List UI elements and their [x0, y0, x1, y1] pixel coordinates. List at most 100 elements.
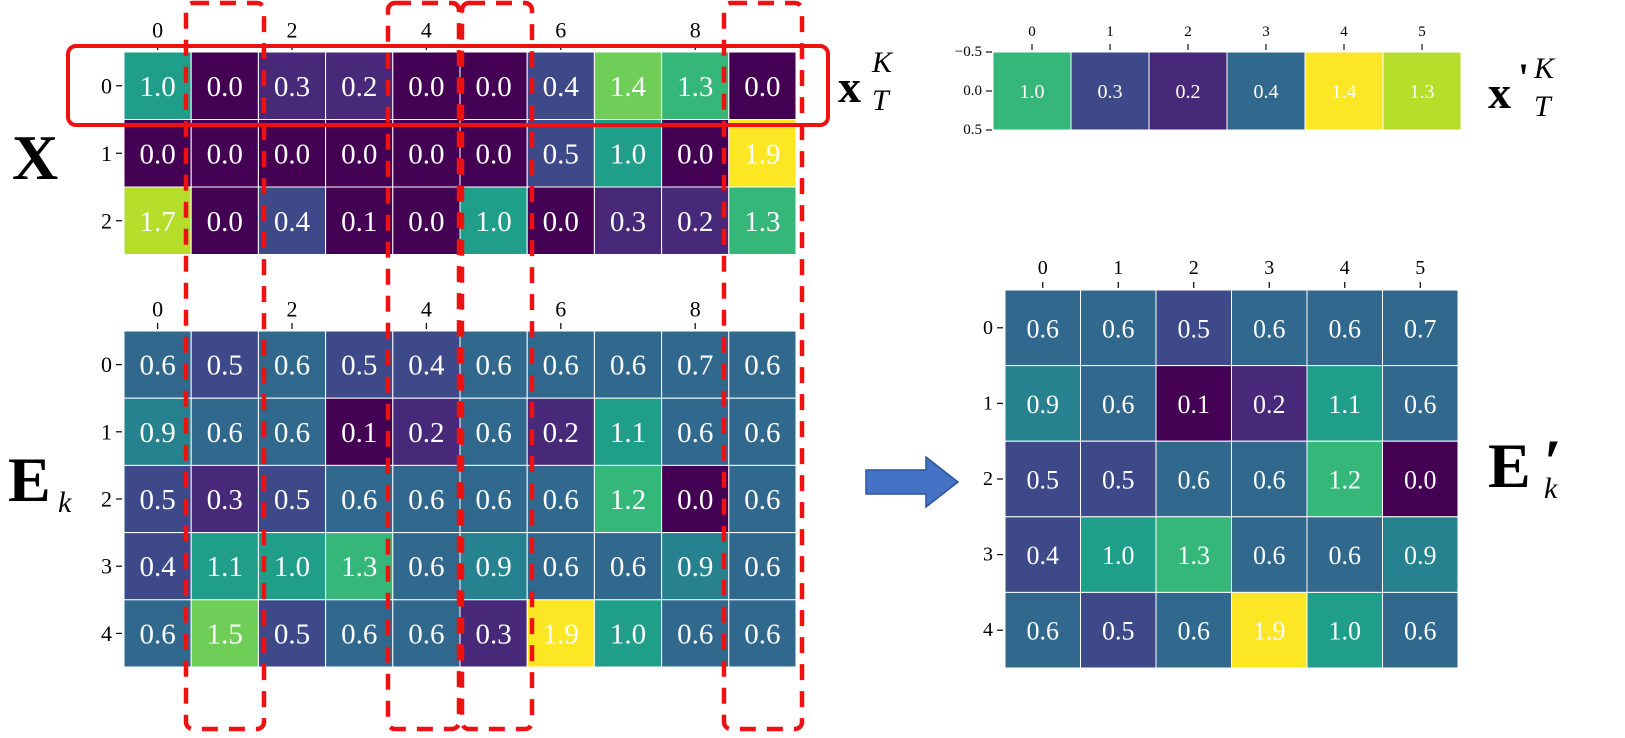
x-matrix-cell-value: 0.4	[543, 71, 580, 103]
e-prime-col-tick-label: 1	[1113, 257, 1123, 279]
e-prime-cell	[1306, 591, 1383, 669]
e-prime-cell	[1155, 516, 1232, 593]
x-matrix-cell-value: 0.0	[408, 206, 444, 238]
e-matrix-cell-value: 0.6	[543, 551, 579, 583]
x-matrix-row-tick-label: 2	[101, 208, 112, 233]
x-matrix-cell-value: 1.7	[139, 206, 175, 238]
x-matrix-cell-value: 1.0	[475, 206, 511, 238]
x-prime-cell	[1382, 51, 1462, 131]
e-matrix-cell	[392, 599, 461, 668]
e-prime-cell-value: 0.6	[1178, 466, 1211, 495]
e-matrix-cell	[392, 464, 461, 534]
e-matrix-cell-value: 0.6	[139, 618, 175, 650]
e-prime-cell-value: 0.6	[1329, 541, 1362, 570]
e-prime-cell-value: 0.0	[1404, 466, 1437, 495]
e-matrix-cell-value: 0.6	[408, 551, 444, 583]
x-prime-col-tick-label: 0	[1028, 24, 1036, 40]
e-prime-cell-value: 1.3	[1178, 541, 1211, 570]
x-prime-cell-value: 1.3	[1410, 81, 1435, 103]
e-matrix-cell-value: 0.6	[274, 417, 310, 449]
e-matrix-cell-value: 0.3	[207, 484, 243, 516]
x-matrix-cell	[257, 51, 327, 120]
e-prime-cell-value: 0.6	[1253, 314, 1286, 343]
e-prime-cell	[1231, 440, 1308, 518]
e-matrix-cell	[661, 599, 730, 668]
x-prime-row-tick-label: 0.5	[963, 122, 982, 138]
x-matrix-cell	[459, 119, 528, 188]
x-prime-cell-value: 0.2	[1176, 81, 1201, 103]
x-prime-row-tick-label: −0.5	[955, 44, 982, 60]
e-matrix-cell	[526, 464, 595, 534]
x-matrix-cell-value: 1.0	[610, 138, 646, 170]
x-prime-col-tick-label: 3	[1262, 24, 1270, 40]
e-matrix-cell	[728, 532, 797, 601]
e-prime-cell	[1382, 289, 1459, 367]
e-matrix-cell	[123, 599, 192, 668]
e-matrix-cell	[526, 599, 595, 668]
e-matrix-cell	[593, 397, 663, 466]
selected-row-highlight	[66, 44, 830, 127]
x-matrix-cell-value: 0.0	[207, 138, 243, 170]
dropped-column-dashed-box	[385, 0, 462, 732]
e-matrix-cell-value: 1.2	[610, 484, 646, 516]
e-prime-cell	[1004, 516, 1081, 593]
e-prime-cell	[1306, 365, 1383, 442]
x-matrix-cell-value: 0.2	[677, 206, 713, 238]
x-matrix-cell	[123, 51, 192, 120]
e-prime-col-tick-label: 3	[1264, 257, 1274, 279]
e-matrix-cell	[728, 464, 797, 534]
e-matrix-cell-value: 1.5	[207, 618, 243, 650]
e-prime-cell-value: 1.9	[1253, 617, 1286, 646]
e-matrix-cell	[325, 397, 394, 466]
e-matrix-cell-value: 0.6	[543, 350, 579, 382]
x-matrix-cell-value: 0.5	[543, 138, 579, 170]
e-prime-cell-value: 0.5	[1178, 314, 1211, 343]
e-prime-row-tick-label: 1	[983, 392, 993, 414]
e-matrix-cell-value: 0.3	[475, 618, 511, 650]
e-matrix-cell-value: 0.5	[341, 350, 377, 382]
e-prime-row-tick-label: 3	[983, 544, 993, 566]
x-matrix-col-tick-label: 6	[555, 18, 566, 43]
e-matrix-cell	[728, 330, 797, 399]
e-matrix-cell-value: 0.6	[744, 417, 780, 449]
e-matrix-col-tick-label: 4	[421, 297, 432, 322]
e-matrix-cell-value: 0.9	[475, 551, 511, 583]
e-matrix-cell	[526, 532, 595, 601]
dropped-column-dashed-box	[721, 0, 805, 732]
e-matrix-cell	[593, 330, 663, 399]
e-prime-cell	[1306, 440, 1383, 518]
x-matrix-cell	[392, 186, 461, 255]
x-matrix-cell-value: 0.0	[475, 71, 511, 103]
e-matrix-cell	[325, 532, 394, 601]
e-matrix-cell	[257, 397, 327, 466]
x-matrix-cell	[728, 186, 797, 255]
e-prime-cell	[1004, 591, 1081, 669]
x-prime-row-tick-label: 0.0	[963, 83, 982, 99]
x-matrix-cell-value: 0.3	[610, 206, 646, 238]
e-prime-cell-value: 0.4	[1027, 541, 1060, 570]
e-matrix-cell-value: 0.2	[543, 417, 579, 449]
e-matrix-cell	[728, 599, 797, 668]
e-matrix-cell-value: 0.6	[139, 350, 175, 382]
e-prime-cell	[1382, 516, 1459, 593]
e-matrix-cell-value: 0.6	[677, 618, 713, 650]
e-matrix-cell	[257, 330, 327, 399]
x-matrix-cell-value: 0.4	[274, 206, 311, 238]
x-matrix-cell	[593, 119, 663, 188]
x-matrix-cell-value: 0.3	[274, 71, 310, 103]
e-prime-row-tick-label: 2	[983, 468, 993, 490]
e-prime-cell-value: 0.6	[1027, 617, 1060, 646]
e-prime-cell-value: 0.6	[1253, 466, 1286, 495]
e-prime-cell-value: 0.9	[1027, 390, 1060, 419]
x-matrix-cell	[190, 186, 259, 255]
dropped-column-dashed-box	[183, 0, 267, 732]
x-matrix-cell	[526, 186, 595, 255]
e-prime-col-tick-label: 0	[1038, 257, 1048, 279]
x-prime-cell-value: 0.3	[1098, 81, 1123, 103]
e-matrix-cell	[257, 464, 327, 534]
x-matrix-cell-value: 0.0	[543, 206, 579, 238]
e-matrix-cell-value: 0.4	[139, 551, 176, 583]
e-prime-cell-value: 0.5	[1027, 466, 1060, 495]
e-matrix-cell	[190, 599, 259, 668]
x-matrix-cell-value: 0.0	[475, 138, 511, 170]
